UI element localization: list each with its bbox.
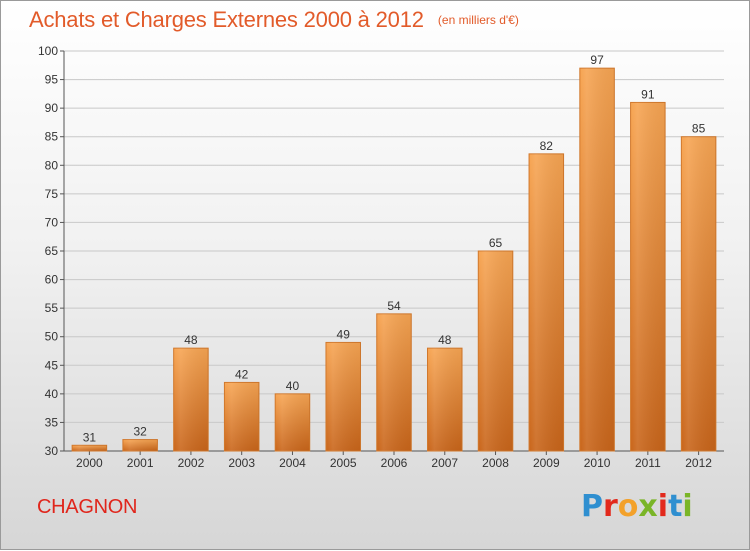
bar-shine-2004 [275,393,310,451]
y-tick-label: 30 [45,444,59,458]
logo-letter: P [581,489,603,524]
data-label-2005: 49 [337,327,351,341]
x-tick-label-2009: 2009 [533,456,560,470]
x-tick-label-2002: 2002 [178,456,205,470]
bar-shine-2009 [529,153,564,451]
bar-shine-2001 [122,439,158,451]
y-tick-label: 100 [38,44,58,58]
logo-letter: x [638,489,658,524]
y-tick-labels: 30 35 40 45 50 55 60 65 70 75 80 85 90 95 100 [38,44,58,458]
data-label-2008: 65 [489,236,503,250]
data-labels: 31 32 48 42 40 49 54 48 65 82 97 91 85 [83,53,706,444]
y-tick-label: 90 [45,101,59,115]
bars [71,67,717,452]
x-tick-label-2001: 2001 [127,456,154,470]
data-label-2012: 85 [692,122,706,136]
bar-shine-2002 [173,348,209,451]
data-label-2009: 82 [540,139,554,153]
x-tick-label-2006: 2006 [381,456,408,470]
bar-shine-2012 [681,136,716,451]
x-tick-label-2010: 2010 [584,456,611,470]
chart-title: Achats et Charges Externes 2000 à 2012 (… [29,7,519,33]
y-tick-label: 35 [45,415,59,429]
logo-letter: i [657,489,669,524]
x-tick-label-2008: 2008 [482,456,509,470]
data-label-2002: 48 [184,333,198,347]
logo-letter: r [603,489,618,524]
x-tick-label-2004: 2004 [279,456,306,470]
y-tick-label: 60 [45,273,59,287]
bar-shine-2011 [630,102,666,451]
x-tick-label-2007: 2007 [431,456,458,470]
y-tick-label: 50 [45,330,59,344]
logo-letter: o [617,489,639,524]
x-tick-label-2003: 2003 [228,456,255,470]
y-tick-label: 80 [45,158,59,172]
bar-shine-2003 [224,382,259,451]
bar-shine-2005 [325,342,361,451]
y-tick-label: 70 [45,215,59,229]
y-tick-label: 85 [45,130,59,144]
data-label-2006: 54 [387,299,401,313]
y-tick-label: 75 [45,187,59,201]
data-label-2004: 40 [286,379,300,393]
bar-shine-2000 [72,445,107,451]
x-tick-labels: 2000 2001 2002 2003 2004 2005 2006 2007 2008 2009… [76,456,712,470]
x-tick-label-2005: 2005 [330,456,357,470]
data-label-2011: 91 [641,87,655,101]
bar-shine-2007 [427,348,463,451]
data-label-2001: 32 [133,425,147,439]
chart-title-unit: (en milliers d'€) [437,13,519,27]
proxiti-logo: Proxiti [581,489,693,524]
data-label-2000: 31 [83,430,97,444]
y-tick-label: 65 [45,244,59,258]
logo-letter: t [668,489,683,524]
commune-name: CHAGNON [37,496,138,518]
logo-letter: i [682,489,693,524]
bar-shine-2010 [579,68,615,452]
y-tick-label: 95 [45,73,59,87]
bar-shine-2006 [376,313,412,451]
y-tick-label: 40 [45,387,59,401]
bar-shine-2008 [478,251,513,451]
data-label-2003: 42 [235,367,249,381]
data-label-2010: 97 [590,53,604,67]
x-tick-label-2011: 2011 [635,456,661,470]
x-tick-label-2000: 2000 [76,456,103,470]
data-label-2007: 48 [438,333,452,347]
x-tick-label-2012: 2012 [685,456,712,470]
y-tick-label: 45 [45,358,59,372]
y-tick-label: 55 [45,301,59,315]
chart-title-main: Achats et Charges Externes 2000 à 2012 [29,7,424,32]
